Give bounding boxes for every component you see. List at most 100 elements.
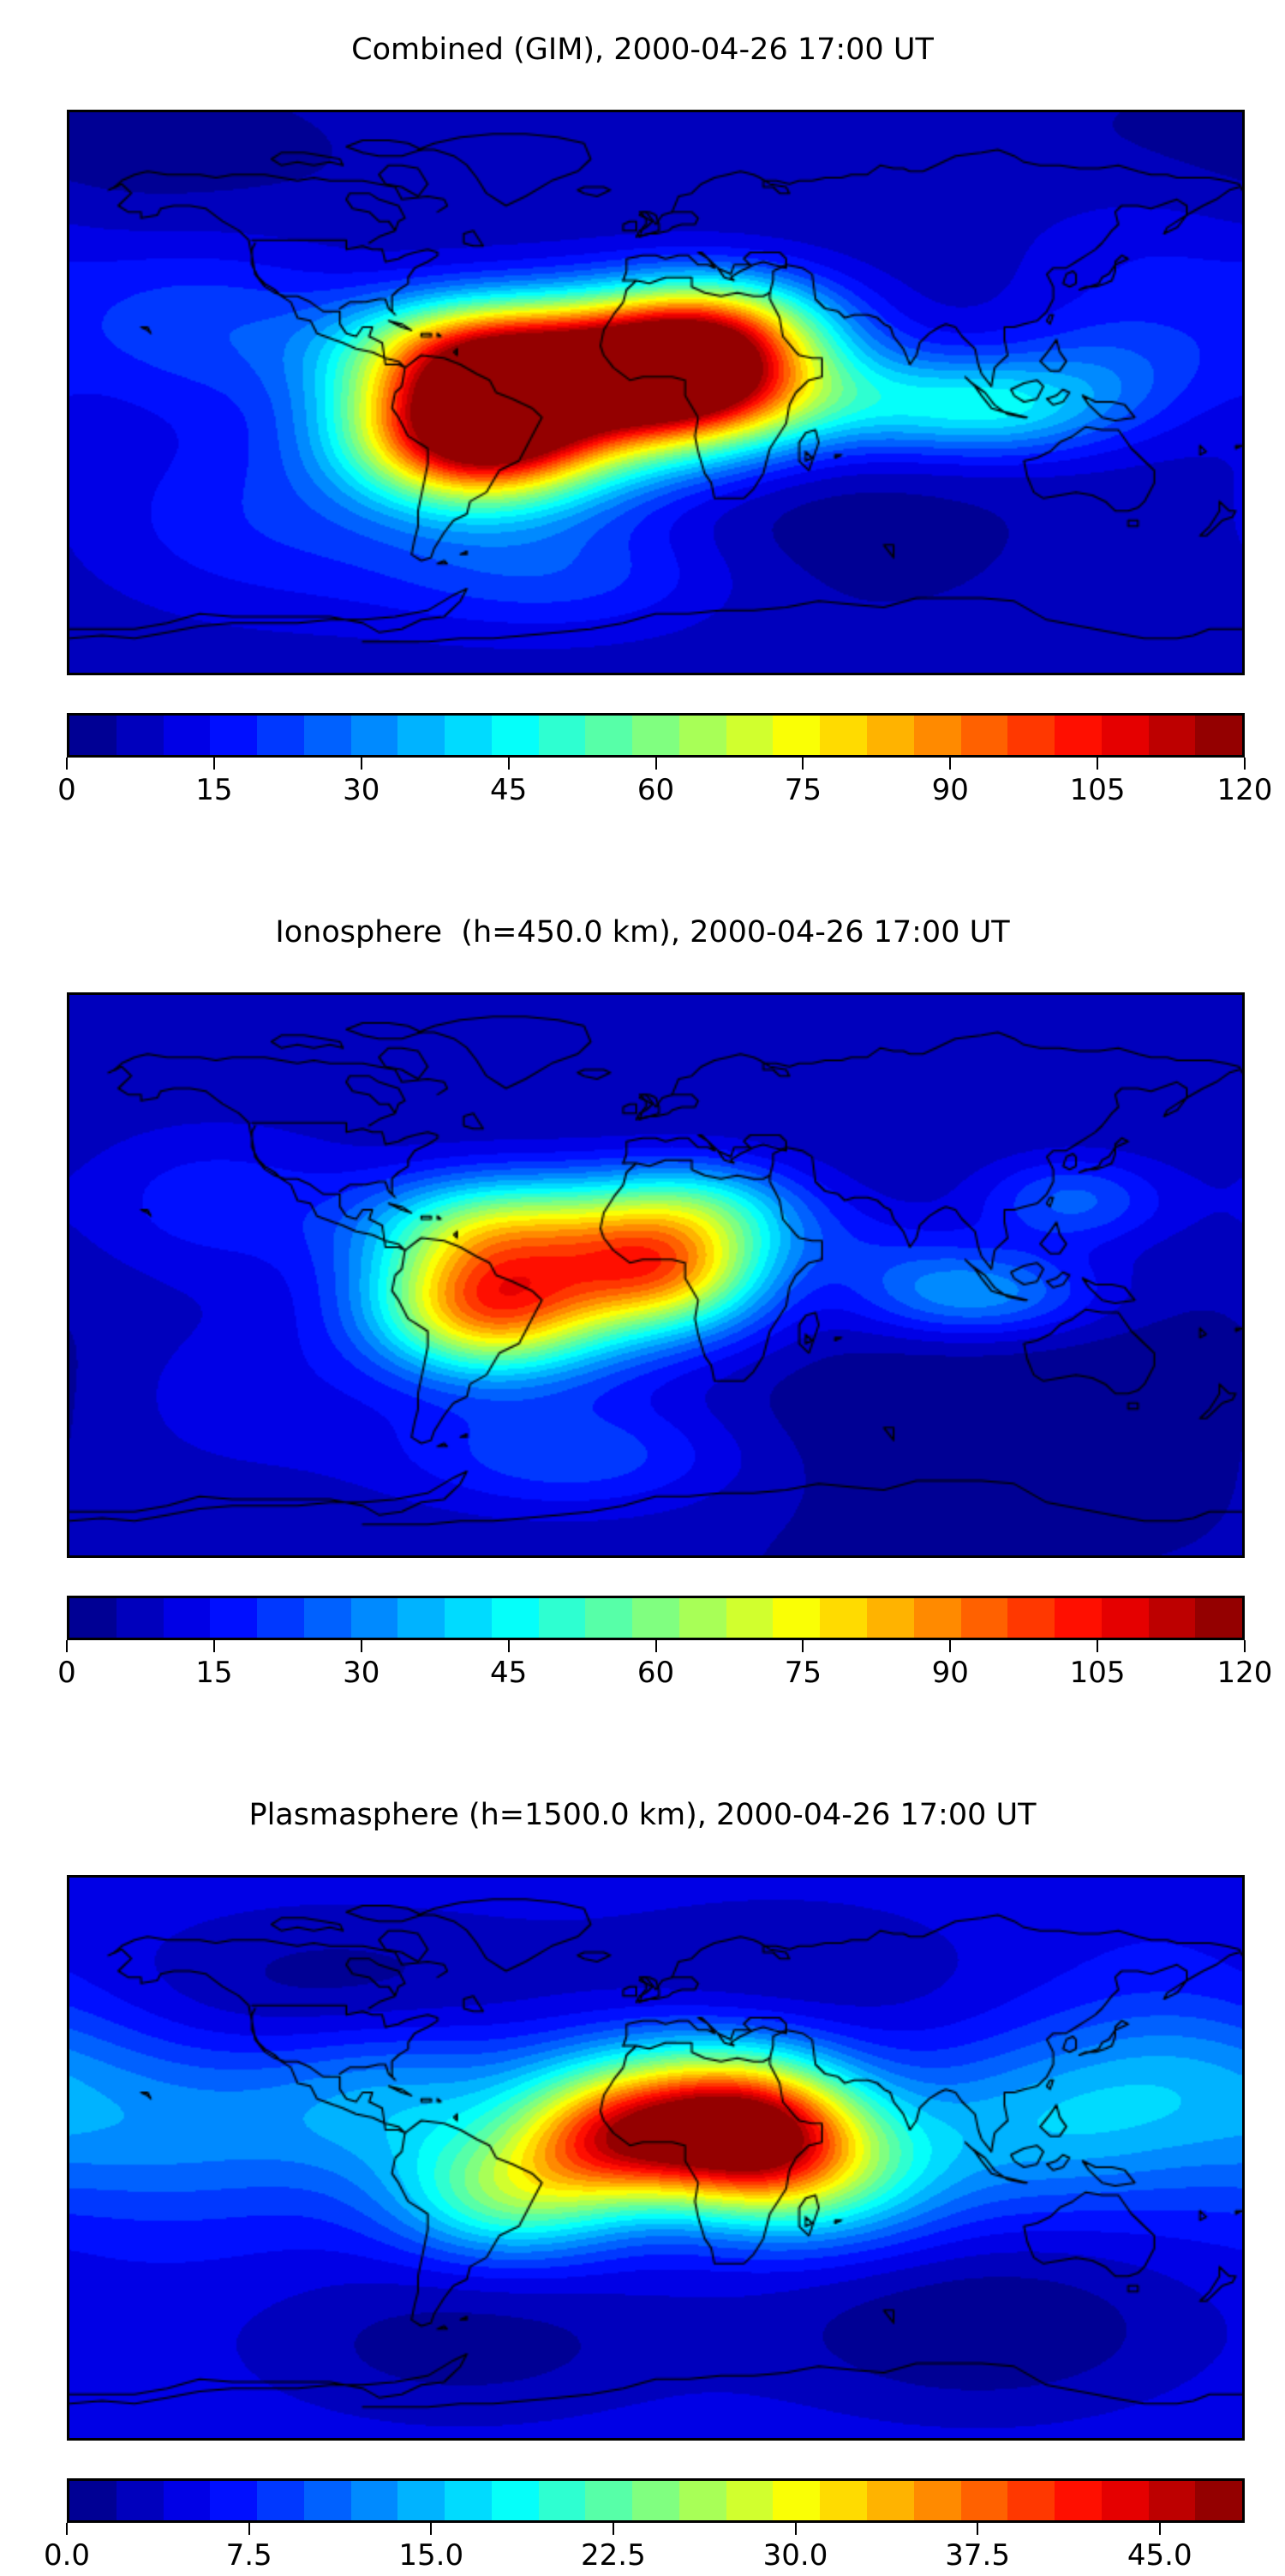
colorbar-tick-label: 45.0 — [1127, 2538, 1192, 2573]
colorbar-bands — [69, 1598, 1242, 1638]
colorbar-tick — [430, 2523, 433, 2535]
colorbar-tick-label: 0.0 — [43, 2538, 91, 2573]
colorbar-strip-combined — [67, 713, 1245, 758]
colorbar-tick — [507, 758, 510, 770]
colorbar-band — [867, 716, 914, 755]
colorbar-tick — [1244, 1640, 1246, 1652]
colorbar-band — [350, 2481, 398, 2520]
colorbar-tick — [949, 1640, 952, 1652]
colorbar-band — [960, 1598, 1008, 1638]
colorbar-band — [350, 716, 398, 755]
colorbar-tick-label: 22.5 — [581, 2538, 646, 2573]
colorbar-tick-label: 75 — [784, 1656, 822, 1690]
colorbar-band — [820, 2481, 868, 2520]
colorbar-tick — [802, 1640, 804, 1652]
colorbar-tick — [507, 1640, 510, 1652]
colorbar-band — [960, 2481, 1008, 2520]
colorbar-band — [632, 2481, 679, 2520]
colorbar-band — [632, 716, 679, 755]
colorbar-band — [445, 1598, 492, 1638]
colorbar-band — [69, 2481, 117, 2520]
colorbar-band — [773, 2481, 821, 2520]
colorbar-band — [69, 1598, 117, 1638]
colorbar-band — [867, 1598, 914, 1638]
colorbar-band — [257, 2481, 304, 2520]
colorbar-band — [1148, 1598, 1196, 1638]
colorbar-band — [585, 2481, 633, 2520]
colorbar-band — [163, 716, 211, 755]
colorbar-plasmasphere: 0.0 7.5 15.0 22.5 30.0 37.5 45.0 — [44, 2478, 1245, 2576]
colorbar-ticks-combined — [66, 758, 1246, 771]
colorbar-band — [585, 1598, 633, 1638]
colorbar-labels-plasmasphere: 0.0 7.5 15.0 22.5 30.0 37.5 45.0 — [44, 2537, 1245, 2576]
colorbar-band — [678, 716, 726, 755]
colorbar-band — [303, 1598, 351, 1638]
map-axes-ionosphere — [67, 992, 1245, 1558]
colorbar-band — [773, 1598, 821, 1638]
colorbar-band — [303, 716, 351, 755]
colorbar-band — [210, 1598, 258, 1638]
colorbar-band — [303, 2481, 351, 2520]
colorbar-band — [1007, 1598, 1055, 1638]
panel-title-plasmasphere: Plasmasphere (h=1500.0 km), 2000-04-26 1… — [248, 1798, 1037, 1832]
colorbar-tick-label: 15.0 — [398, 2538, 464, 2573]
colorbar-tick — [1158, 2523, 1161, 2535]
map-canvas-ionosphere — [69, 995, 1242, 1555]
colorbar-tick — [212, 758, 215, 770]
colorbar-tick — [612, 2523, 614, 2535]
colorbar-band — [163, 1598, 211, 1638]
colorbar-tick-label: 0 — [57, 773, 76, 807]
colorbar-band — [210, 716, 258, 755]
colorbar-band — [491, 716, 539, 755]
colorbar-tick — [360, 1640, 362, 1652]
colorbar-tick — [66, 758, 68, 770]
colorbar-band — [210, 2481, 258, 2520]
colorbar-band — [1195, 1598, 1242, 1638]
colorbar-bands — [69, 2481, 1242, 2520]
map-axes-combined — [67, 110, 1245, 675]
colorbar-combined: 0 15 30 45 60 75 90 105 120 — [57, 713, 1272, 811]
colorbar-tick-label: 45 — [489, 1656, 528, 1690]
colorbar-band — [1148, 2481, 1196, 2520]
colorbar-band — [538, 716, 586, 755]
colorbar-band — [116, 716, 164, 755]
colorbar-tick-label: 120 — [1216, 773, 1273, 807]
colorbar-tick-label: 30 — [343, 1656, 380, 1690]
colorbar-labels-combined: 0 15 30 45 60 75 90 105 120 — [57, 771, 1272, 811]
map-canvas-plasmasphere — [69, 1878, 1242, 2438]
colorbar-tick — [654, 758, 657, 770]
colorbar-tick-label: 30 — [343, 773, 380, 807]
colorbar-tick — [66, 2523, 68, 2535]
colorbar-band — [491, 2481, 539, 2520]
colorbar-band — [397, 2481, 445, 2520]
colorbar-band — [585, 716, 633, 755]
colorbar-tick-label: 0 — [57, 1656, 76, 1690]
colorbar-labels-ionosphere: 0 15 30 45 60 75 90 105 120 — [57, 1654, 1272, 1693]
colorbar-band — [1055, 716, 1102, 755]
colorbar-band — [1195, 2481, 1242, 2520]
colorbar-tick-label: 90 — [931, 773, 969, 807]
colorbar-band — [678, 2481, 726, 2520]
colorbar-tick — [802, 758, 804, 770]
colorbar-band — [350, 1598, 398, 1638]
panel-title-combined: Combined (GIM), 2000-04-26 17:00 UT — [351, 33, 934, 67]
colorbar-band — [726, 2481, 774, 2520]
colorbar-tick-label: 105 — [1069, 773, 1126, 807]
colorbar-tick-label: 15 — [195, 773, 233, 807]
colorbar-band — [1101, 716, 1149, 755]
colorbar-band — [867, 2481, 914, 2520]
colorbar-tick-label: 30.0 — [762, 2538, 828, 2573]
colorbar-tick — [949, 758, 952, 770]
colorbar-band — [632, 1598, 679, 1638]
colorbar-band — [678, 1598, 726, 1638]
colorbar-band — [69, 716, 117, 755]
colorbar-ionosphere: 0 15 30 45 60 75 90 105 120 — [57, 1596, 1272, 1693]
colorbar-band — [1055, 2481, 1102, 2520]
colorbar-band — [960, 716, 1008, 755]
colorbar-tick — [1097, 1640, 1099, 1652]
colorbar-band — [1101, 2481, 1149, 2520]
colorbar-tick-label: 7.5 — [225, 2538, 272, 2573]
colorbar-tick-label: 105 — [1069, 1656, 1126, 1690]
colorbar-tick-label: 37.5 — [945, 2538, 1010, 2573]
